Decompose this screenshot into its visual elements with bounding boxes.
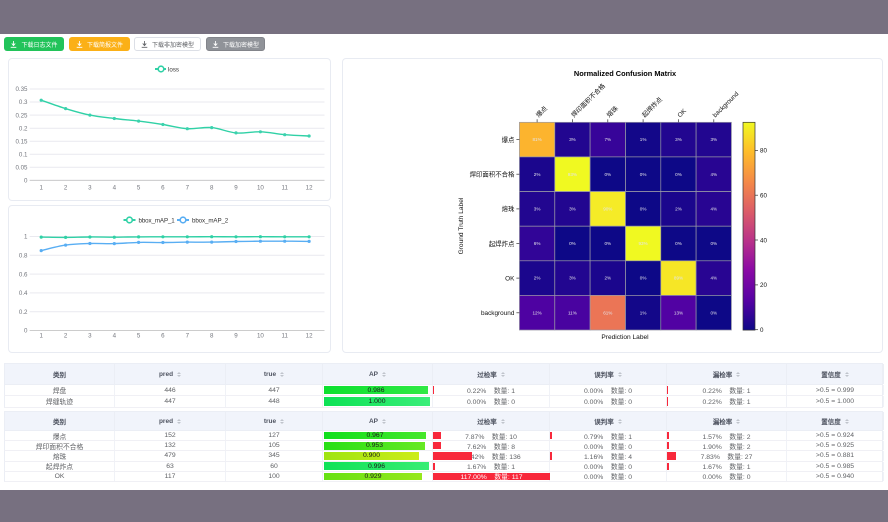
svg-text:0.8: 0.8 <box>19 253 28 260</box>
svg-text:93%: 93% <box>568 172 577 177</box>
svg-text:1%: 1% <box>640 137 647 142</box>
svg-text:0%: 0% <box>675 172 682 177</box>
svg-text:3%: 3% <box>569 137 576 142</box>
svg-text:0%: 0% <box>569 241 576 246</box>
svg-text:8: 8 <box>210 185 214 192</box>
svg-text:熔珠: 熔珠 <box>502 204 515 213</box>
svg-text:4: 4 <box>113 185 117 192</box>
svg-text:5: 5 <box>137 185 141 192</box>
svg-text:background: background <box>481 310 515 317</box>
svg-text:0.15: 0.15 <box>15 138 28 145</box>
svg-text:7: 7 <box>186 333 190 340</box>
svg-text:7: 7 <box>186 185 190 192</box>
svg-text:3%: 3% <box>534 207 541 212</box>
svg-text:3%: 3% <box>569 276 576 281</box>
svg-text:0%: 0% <box>604 172 611 177</box>
svg-text:0%: 0% <box>710 241 717 246</box>
svg-text:0%: 0% <box>710 310 717 315</box>
svg-text:6: 6 <box>161 185 165 192</box>
svg-text:4%: 4% <box>710 276 717 281</box>
svg-text:2%: 2% <box>604 276 611 281</box>
svg-text:2%: 2% <box>675 207 682 212</box>
svg-text:熔珠: 熔珠 <box>604 103 620 119</box>
svg-text:焊印面积不合格: 焊印面积不合格 <box>470 170 515 179</box>
svg-text:bbox_mAP_2: bbox_mAP_2 <box>192 217 229 224</box>
svg-text:3: 3 <box>88 333 92 340</box>
svg-text:起焊炸点: 起焊炸点 <box>640 94 665 119</box>
svg-text:12%: 12% <box>532 310 541 315</box>
svg-text:80: 80 <box>760 148 767 155</box>
svg-text:bbox_mAP_1: bbox_mAP_1 <box>139 217 176 224</box>
svg-text:0: 0 <box>760 327 764 334</box>
svg-text:11: 11 <box>281 333 288 340</box>
svg-text:OK: OK <box>505 275 515 282</box>
svg-text:0%: 0% <box>604 241 611 246</box>
svg-text:7%: 7% <box>604 137 611 142</box>
svg-text:6%: 6% <box>534 241 541 246</box>
svg-text:Ground Truth Label: Ground Truth Label <box>458 197 465 254</box>
svg-text:10: 10 <box>257 185 264 192</box>
svg-text:13%: 13% <box>674 310 683 315</box>
svg-text:0.1: 0.1 <box>19 152 28 159</box>
svg-text:0%: 0% <box>640 207 647 212</box>
svg-text:0.35: 0.35 <box>15 86 28 93</box>
svg-text:0%: 0% <box>675 241 682 246</box>
svg-text:0.6: 0.6 <box>19 271 28 278</box>
svg-text:焊印面积不合格: 焊印面积不合格 <box>569 81 607 119</box>
svg-text:0: 0 <box>24 178 28 185</box>
svg-text:background: background <box>712 90 741 119</box>
svg-text:0.3: 0.3 <box>19 99 28 106</box>
svg-text:2: 2 <box>64 333 68 340</box>
svg-text:81%: 81% <box>532 137 541 142</box>
svg-text:爆点: 爆点 <box>502 135 515 144</box>
svg-text:3%: 3% <box>569 207 576 212</box>
svg-text:Normalized Confusion Matrix: Normalized Confusion Matrix <box>574 69 677 78</box>
svg-text:4%: 4% <box>710 207 717 212</box>
svg-text:9: 9 <box>234 185 238 192</box>
svg-text:93%: 93% <box>638 241 647 246</box>
svg-text:2: 2 <box>64 185 68 192</box>
svg-text:loss: loss <box>168 66 179 73</box>
svg-text:5: 5 <box>137 333 141 340</box>
svg-text:0.2: 0.2 <box>19 125 28 132</box>
svg-text:0.2: 0.2 <box>19 309 28 316</box>
svg-text:90%: 90% <box>603 207 612 212</box>
svg-text:0: 0 <box>24 328 28 335</box>
svg-text:OK: OK <box>676 107 688 119</box>
svg-text:11%: 11% <box>568 310 577 315</box>
svg-text:0.25: 0.25 <box>15 112 28 119</box>
svg-text:3%: 3% <box>710 137 717 142</box>
svg-text:3%: 3% <box>675 137 682 142</box>
svg-text:20: 20 <box>760 282 767 289</box>
svg-text:起焊炸点: 起焊炸点 <box>489 239 515 248</box>
svg-text:1: 1 <box>39 333 43 340</box>
svg-text:1: 1 <box>39 185 43 192</box>
svg-text:2%: 2% <box>534 172 541 177</box>
svg-text:12: 12 <box>306 185 313 192</box>
svg-text:Prediction Label: Prediction Label <box>601 334 649 341</box>
svg-text:61%: 61% <box>603 310 612 315</box>
svg-text:8: 8 <box>210 333 214 340</box>
svg-text:4%: 4% <box>710 172 717 177</box>
svg-text:89%: 89% <box>674 276 683 281</box>
svg-text:1: 1 <box>24 234 28 241</box>
svg-text:2%: 2% <box>534 276 541 281</box>
svg-text:12: 12 <box>306 333 313 340</box>
svg-text:0.05: 0.05 <box>15 165 28 172</box>
svg-text:0.4: 0.4 <box>19 290 28 297</box>
svg-text:0%: 0% <box>640 276 647 281</box>
svg-text:40: 40 <box>760 237 767 244</box>
svg-text:10: 10 <box>257 333 264 340</box>
svg-text:0%: 0% <box>640 172 647 177</box>
svg-text:3: 3 <box>88 185 92 192</box>
svg-text:爆点: 爆点 <box>534 103 550 119</box>
svg-text:9: 9 <box>234 333 238 340</box>
svg-text:60: 60 <box>760 193 767 200</box>
svg-text:1%: 1% <box>640 310 647 315</box>
svg-text:4: 4 <box>113 333 117 340</box>
svg-text:6: 6 <box>161 333 165 340</box>
svg-text:11: 11 <box>281 185 288 192</box>
